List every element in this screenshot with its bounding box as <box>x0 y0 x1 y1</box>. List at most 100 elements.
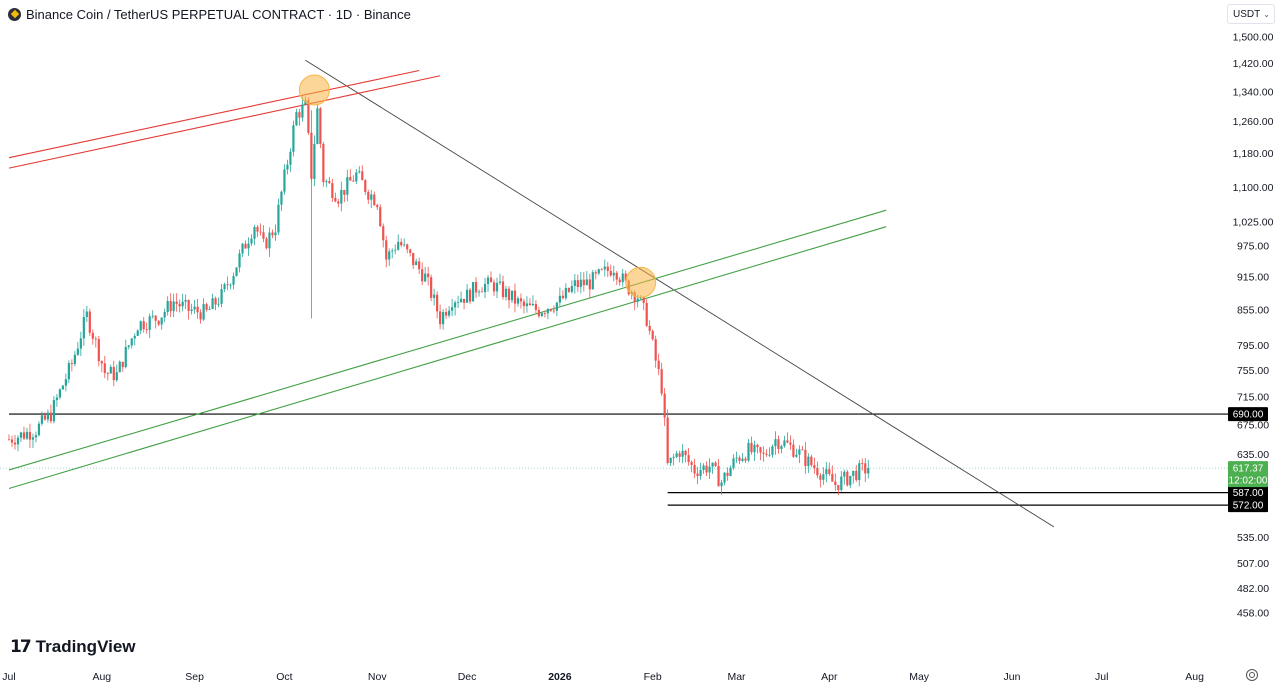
candle-body <box>361 171 364 181</box>
candle-body <box>52 400 56 422</box>
candle-body <box>421 269 424 282</box>
candle-body <box>666 417 669 464</box>
binance-coin-icon <box>8 7 21 21</box>
currency-label: USDT <box>1233 8 1261 20</box>
candle-body <box>780 446 783 450</box>
candle-body <box>397 241 400 250</box>
candle-body <box>277 204 280 233</box>
candle-body <box>483 283 487 293</box>
candle-body <box>606 266 609 271</box>
candle-body <box>615 272 618 280</box>
candle-body <box>450 307 454 311</box>
countdown-label: 12:02:00 <box>1229 476 1268 487</box>
candle-body <box>349 177 352 181</box>
candle-body <box>100 361 103 364</box>
candle-body <box>597 269 600 274</box>
candle-body <box>459 298 463 303</box>
level-price-label: 690.00 <box>1233 410 1264 421</box>
y-tick-label: 1,025.00 <box>1233 216 1274 228</box>
candle-body <box>738 457 741 461</box>
candle-body <box>67 363 70 380</box>
candle-body <box>178 303 181 307</box>
candle-body <box>816 468 819 476</box>
candle-body <box>699 470 702 477</box>
y-tick-label: 1,340.00 <box>1233 86 1274 98</box>
highlight-markers <box>298 74 657 298</box>
candle-body <box>226 284 229 286</box>
settings-icon[interactable] <box>1246 669 1258 681</box>
candle-body <box>145 329 148 330</box>
candle-body <box>513 290 517 304</box>
candle-body <box>708 466 711 473</box>
candle-body <box>576 280 579 287</box>
x-tick-label: Nov <box>368 671 387 683</box>
candle-body <box>534 303 538 310</box>
candle-body <box>31 437 35 440</box>
candle-body <box>235 267 238 277</box>
x-tick-label: Jul <box>1095 671 1108 683</box>
candle-body <box>462 298 466 303</box>
candle-body <box>591 272 594 290</box>
candle-body <box>409 249 412 253</box>
candle-body <box>663 393 666 418</box>
candle-body <box>714 462 717 466</box>
candle-body <box>864 463 867 474</box>
x-tick-label: Aug <box>1185 671 1204 683</box>
candle-body <box>756 444 759 448</box>
candle-body <box>124 347 127 368</box>
candle-body <box>789 442 792 445</box>
candle-body <box>331 183 334 198</box>
candle-body <box>355 172 358 182</box>
candle-body <box>594 272 597 274</box>
candle-body <box>834 481 837 486</box>
candle-body <box>537 309 541 316</box>
candle-body <box>394 249 397 251</box>
candle-body <box>379 207 382 227</box>
y-tick-label: 1,260.00 <box>1233 116 1274 128</box>
candle-body <box>340 189 343 204</box>
candle-body <box>498 281 502 283</box>
candle-body <box>34 435 38 438</box>
y-tick-label: 755.00 <box>1237 365 1269 377</box>
candle-body <box>25 431 29 439</box>
candle-body <box>97 339 100 362</box>
candle-body <box>250 238 253 244</box>
candle-body <box>433 294 436 298</box>
candle-body <box>208 308 211 310</box>
candle-body <box>85 311 88 318</box>
candle-body <box>654 339 657 361</box>
candle-body <box>585 279 588 286</box>
candle-body <box>148 316 151 330</box>
y-tick-label: 795.00 <box>1237 340 1269 352</box>
candle-body <box>400 241 403 246</box>
time-axis[interactable]: Jul Aug Sep Oct Nov Dec 2026 Feb Mar Apr May Jun Jul… <box>2 671 1204 683</box>
level-price-tag <box>1228 407 1268 422</box>
y-tick-label: 675.00 <box>1237 419 1269 431</box>
candle-body <box>130 338 133 346</box>
y-tick-label: 458.00 <box>1237 608 1269 620</box>
candle-body <box>352 180 355 182</box>
candle-body <box>633 292 636 302</box>
price-axis[interactable]: 1,500.00 1,420.00 1,340.00 1,260.00 1,180.00… <box>1233 32 1274 620</box>
candle-body <box>115 372 118 381</box>
tradingview-logo: 17 TradingView <box>10 637 136 657</box>
y-tick-label: 715.00 <box>1237 391 1269 403</box>
candle-body <box>837 485 840 491</box>
candle-body <box>636 298 639 302</box>
candle-body <box>196 306 199 313</box>
level-price-label: 572.00 <box>1233 501 1264 512</box>
candle-body <box>385 240 388 260</box>
candle-body <box>46 412 50 420</box>
candle-body <box>570 285 573 292</box>
chart-header: Binance Coin / TetherUS PERPETUAL CONTRA… <box>8 5 411 23</box>
candle-body <box>549 309 552 311</box>
currency-selector[interactable]: USDT ⌄ <box>1227 4 1275 24</box>
y-tick-label: 635.00 <box>1237 449 1269 461</box>
candle-body <box>759 447 762 453</box>
chevron-down-icon: ⌄ <box>1263 9 1270 19</box>
candle-body <box>516 298 520 304</box>
x-tick-label: Dec <box>458 671 477 683</box>
candle-body <box>792 444 795 457</box>
candle-body <box>867 468 870 474</box>
